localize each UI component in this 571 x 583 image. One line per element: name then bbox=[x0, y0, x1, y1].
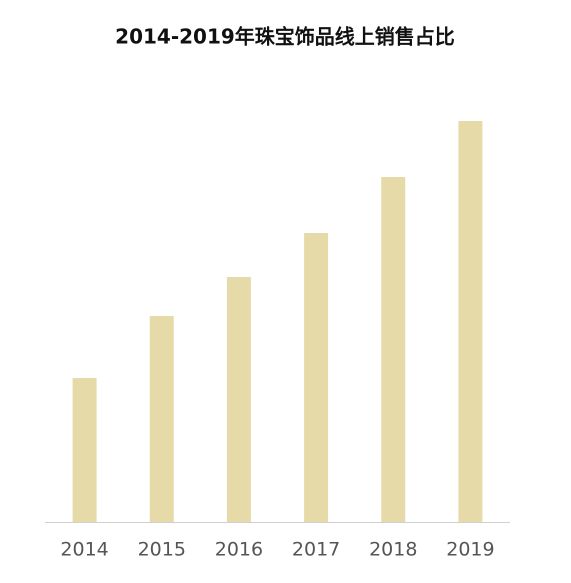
x-tick-label: 2016 bbox=[215, 539, 263, 561]
x-tick-label: 2017 bbox=[292, 539, 340, 561]
bar bbox=[304, 233, 329, 522]
bar bbox=[381, 177, 406, 522]
x-tick-label: 2015 bbox=[138, 539, 186, 561]
x-tick-label: 2014 bbox=[60, 539, 108, 561]
bar bbox=[458, 121, 483, 522]
bar bbox=[226, 277, 251, 522]
x-tick-label: 2019 bbox=[446, 539, 494, 561]
bar bbox=[149, 316, 174, 522]
bar bbox=[72, 378, 97, 522]
chart-title: 2014-2019年珠宝饰品线上销售占比 bbox=[115, 25, 455, 49]
x-tick-label: 2018 bbox=[369, 539, 417, 561]
